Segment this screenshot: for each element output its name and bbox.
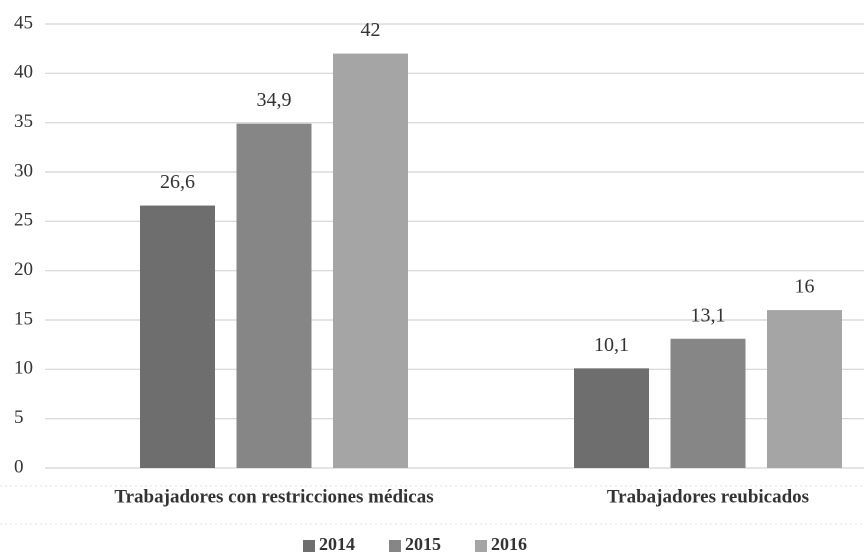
y-tick-label: 0 xyxy=(14,456,24,477)
value-label: 34,9 xyxy=(257,89,292,111)
bar xyxy=(236,123,312,469)
bar xyxy=(574,368,649,468)
legend-label: 2015 xyxy=(405,534,441,554)
value-label: 42 xyxy=(361,19,381,41)
value-label: 26,6 xyxy=(160,171,195,193)
x-tick-label: Trabajadores con restricciones médicas xyxy=(114,486,433,507)
bar xyxy=(767,310,842,468)
y-tick-label: 25 xyxy=(14,210,33,231)
legend-swatch xyxy=(475,540,487,552)
y-tick-label: 20 xyxy=(14,259,33,280)
y-tick-label: 30 xyxy=(14,160,33,181)
legend-swatch xyxy=(303,540,315,552)
y-tick-label: 45 xyxy=(14,12,33,33)
bar xyxy=(140,205,215,468)
value-label: 16 xyxy=(795,276,815,298)
bar xyxy=(670,338,746,468)
legend-label: 2016 xyxy=(491,534,527,554)
x-tick-label: Trabajadores reubicados xyxy=(607,486,809,507)
value-label: 10,1 xyxy=(594,334,629,356)
y-tick-label: 35 xyxy=(14,111,33,132)
y-tick-label: 40 xyxy=(14,62,33,83)
value-label: 13,1 xyxy=(691,304,726,326)
y-tick-label: 5 xyxy=(14,407,24,428)
bar xyxy=(333,53,408,468)
legend-swatch xyxy=(389,540,401,552)
legend-label: 2014 xyxy=(319,534,355,554)
y-tick-label: 10 xyxy=(14,358,33,379)
y-tick-label: 15 xyxy=(14,308,33,329)
